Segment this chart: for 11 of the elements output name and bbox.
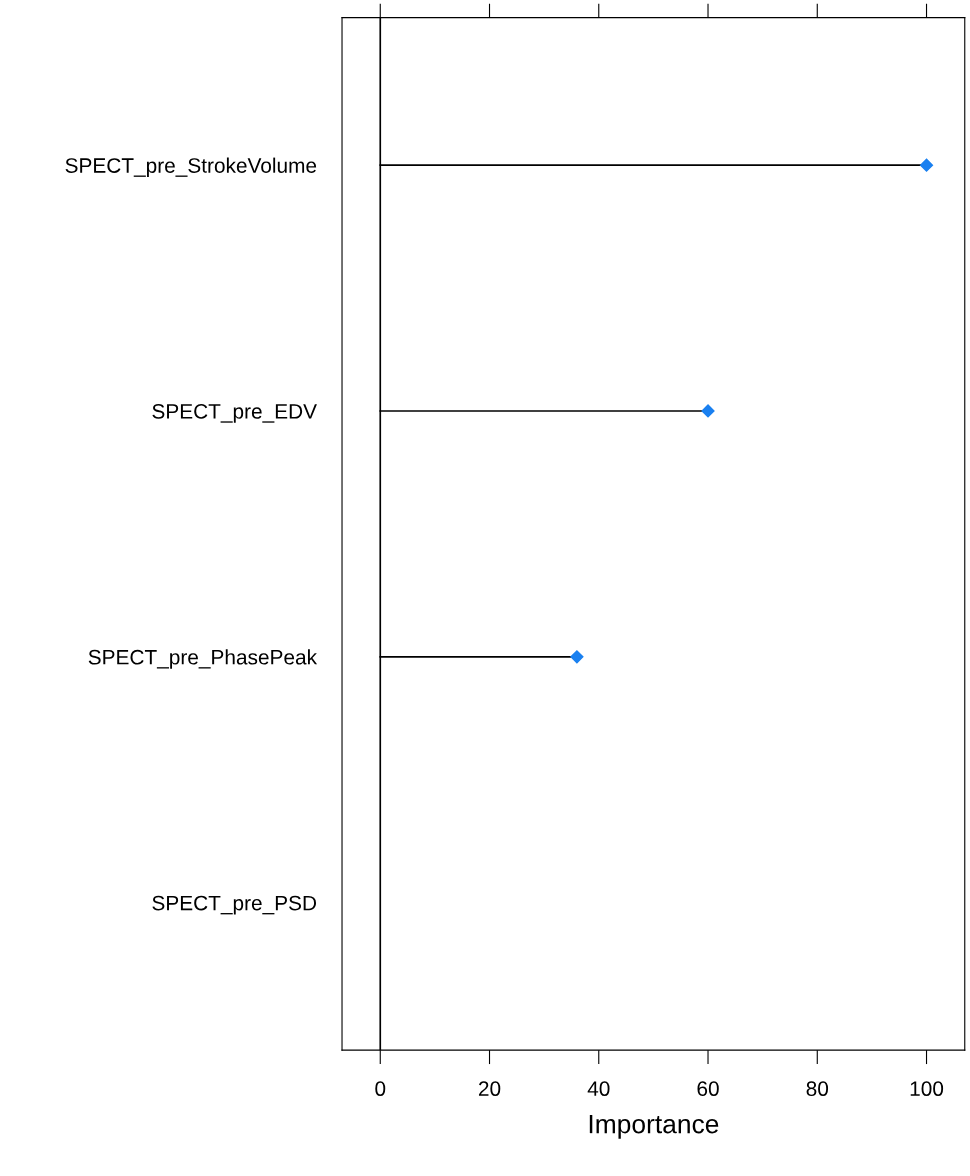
x-tick-label: 80 — [806, 1081, 829, 1097]
y-tick-label: SPECT_pre_PSD — [152, 895, 317, 915]
y-tick-label: SPECT_pre_EDV — [152, 403, 317, 423]
x-axis-title: Importance — [589, 1115, 719, 1139]
x-tick-label: 40 — [587, 1081, 610, 1097]
x-tick-label: 0 — [375, 1081, 386, 1097]
y-tick-label: SPECT_pre_StrokeVolume — [65, 157, 317, 178]
x-tick-label: 20 — [478, 1081, 501, 1097]
x-tick-label: 100 — [910, 1081, 944, 1097]
x-tick-label: 60 — [697, 1081, 719, 1097]
y-tick-label: SPECT_pre_PhasePeak — [88, 649, 318, 669]
